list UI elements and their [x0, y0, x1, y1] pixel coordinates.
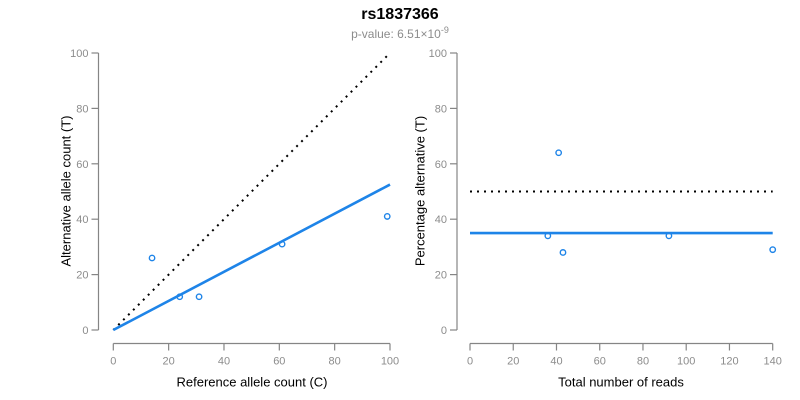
- y-tick-label: 80: [76, 103, 88, 115]
- x-tick-label: 20: [163, 356, 175, 368]
- left-chart-yaxis-title: Alternative allele count (T): [58, 115, 74, 267]
- pvalue-exponent: -9: [440, 25, 449, 35]
- data-point: [555, 149, 563, 157]
- pvalue-subtitle: p-value: 6.51×10-9: [0, 25, 800, 41]
- data-point: [148, 254, 156, 262]
- x-tick-label: 100: [381, 356, 399, 368]
- data-point: [195, 293, 203, 301]
- y-tick-label: 100: [429, 48, 447, 60]
- x-tick-label: 0: [110, 356, 116, 368]
- right-chart-yaxis-title: Percentage alternative (T): [412, 115, 428, 267]
- x-tick-label: 100: [677, 356, 695, 368]
- pvalue-text: p-value: 6.51×10: [351, 27, 441, 41]
- page-title: rs1837366: [361, 6, 439, 23]
- x-tick-label: 40: [550, 356, 562, 368]
- y-tick-label: 0: [82, 325, 88, 337]
- data-point: [383, 213, 391, 220]
- x-tick-label: 140: [764, 356, 782, 368]
- y-tick-label: 40: [435, 214, 447, 226]
- left-chart-xaxis-title: Reference allele count (C): [176, 374, 328, 390]
- data-point: [665, 232, 673, 240]
- x-tick-label: 60: [594, 356, 606, 368]
- y-tick-label: 20: [435, 270, 447, 282]
- y-tick-label: 100: [70, 48, 88, 60]
- x-tick-label: 80: [329, 356, 341, 368]
- y-tick-label: 60: [76, 159, 88, 171]
- right-chart-xaxis-title: Total number of reads: [558, 374, 684, 390]
- x-tick-label: 20: [507, 356, 519, 368]
- identity-line: [112, 52, 391, 331]
- data-point: [544, 232, 552, 240]
- y-tick-label: 0: [441, 325, 447, 337]
- x-tick-label: 60: [273, 356, 285, 368]
- data-point: [559, 249, 567, 256]
- y-tick-label: 60: [435, 159, 447, 171]
- x-tick-label: 120: [720, 356, 738, 368]
- x-tick-label: 0: [467, 356, 473, 368]
- regression-line: [112, 183, 391, 332]
- y-tick-label: 20: [76, 270, 88, 282]
- y-tick-label: 80: [435, 103, 447, 115]
- y-tick-label: 40: [76, 214, 88, 226]
- x-tick-label: 80: [637, 356, 649, 368]
- data-point: [278, 240, 286, 248]
- x-tick-label: 40: [218, 356, 230, 368]
- data-point: [176, 293, 184, 301]
- data-point: [769, 246, 777, 254]
